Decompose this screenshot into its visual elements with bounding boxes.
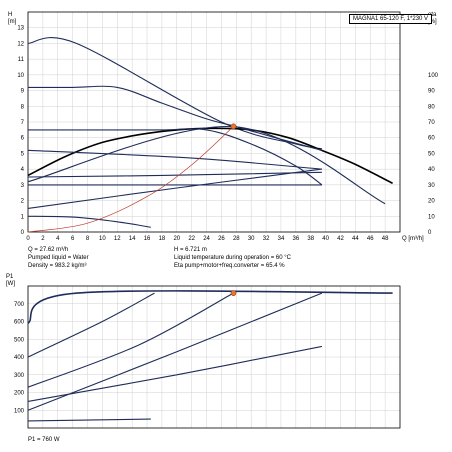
power-curve-curve [27, 418, 151, 422]
top-x-tick-label: 16 [144, 236, 151, 242]
head-readout: H = 6.721 m [174, 247, 207, 253]
bottom-y-tick-label: 300 [14, 373, 25, 379]
top-x-tick-label: 40 [322, 236, 329, 242]
bottom-y-axis-label: P1 [6, 274, 14, 280]
top-x-tick-label: 26 [218, 236, 225, 242]
top-x-tick-label: 0 [26, 236, 30, 242]
head-curve-qh-const [27, 149, 322, 170]
top-y2-tick-label: 10 [428, 214, 435, 220]
top-y2-tick-label: 40 [428, 167, 435, 173]
bottom-y-axis-unit: [W] [6, 281, 15, 287]
bottom-duty-point [230, 290, 237, 296]
power-curve-curve [27, 292, 234, 388]
bottom-y-tick-label: 200 [14, 391, 25, 397]
top-x-tick-label: 38 [307, 236, 314, 242]
top-y2-axis-unit: [%] [428, 19, 437, 25]
top-y-axis-label: H [8, 12, 12, 18]
top-y-tick-label: 7 [21, 120, 25, 126]
top-x-tick-label: 20 [173, 236, 180, 242]
head-curve-qh-bold [27, 127, 393, 185]
power-curve-curve [27, 292, 155, 358]
power-curve-max [27, 290, 393, 324]
top-x-tick-label: 32 [263, 236, 270, 242]
top-duty-point [230, 123, 237, 130]
top-x-tick-label: 14 [129, 236, 136, 242]
bottom-y-tick-label: 400 [14, 355, 25, 361]
top-y-tick-label: 6 [21, 136, 25, 142]
top-x-tick-label: 18 [159, 236, 166, 242]
top-y2-tick-label: 0 [428, 230, 432, 236]
duty-info-left: Q = 27.62 m³/h Pumped liquid = Water Den… [28, 246, 89, 270]
power-readout: P1 = 760 W [28, 437, 60, 443]
bottom-y-tick-label: 500 [14, 337, 25, 343]
top-y2-tick-label: 30 [428, 183, 435, 189]
head-curve-qh-small [27, 215, 151, 228]
top-y2-tick-label: 50 [428, 151, 435, 157]
top-y-tick-label: 1 [21, 214, 25, 220]
top-y2-tick-label: 80 [428, 104, 435, 110]
top-y-tick-label: 12 [17, 41, 24, 47]
top-y-tick-label: 13 [17, 26, 24, 32]
head-curve-qh-low [28, 128, 323, 186]
top-y2-tick-label: 90 [428, 89, 435, 95]
top-x-tick-label: 44 [352, 236, 359, 242]
density-readout: Density = 983.2 kg/m³ [28, 263, 87, 269]
head-curve-qh-prop [27, 168, 322, 209]
top-y-tick-label: 0 [21, 230, 25, 236]
top-x-tick-label: 6 [71, 236, 75, 242]
top-y-tick-label: 4 [21, 167, 25, 173]
liquid-temperature: Liquid temperature during operation = 60… [174, 255, 291, 261]
top-x-tick-label: 10 [99, 236, 106, 242]
top-y-tick-label: 9 [21, 89, 25, 95]
top-x-tick-label: 42 [337, 236, 344, 242]
top-x-tick-label: 22 [188, 236, 195, 242]
top-y2-tick-label: 100 [428, 73, 439, 79]
top-x-tick-label: 12 [114, 236, 121, 242]
duty-info-right: H = 6.721 m Liquid temperature during op… [174, 246, 291, 270]
top-x-tick-label: 8 [86, 236, 90, 242]
top-x-tick-label: 34 [278, 236, 285, 242]
top-x-tick-label: 28 [233, 236, 240, 242]
flow-readout: Q = 27.62 m³/h [28, 247, 69, 253]
power-curve-curve [27, 292, 323, 411]
top-y2-axis-label: eta [428, 12, 437, 18]
top-x-tick-label: 30 [248, 236, 255, 242]
top-y2-tick-label: 60 [428, 136, 435, 142]
top-y-tick-label: 10 [17, 73, 24, 79]
top-x-tick-label: 4 [56, 236, 60, 242]
top-y-tick-label: 2 [21, 199, 25, 205]
bottom-y-tick-label: 100 [14, 408, 25, 414]
top-plot-frame [27, 11, 401, 233]
top-y-tick-label: 5 [21, 151, 25, 157]
top-y2-tick-label: 70 [428, 120, 435, 126]
pump-model-note: MAGNA1 65-120 F, 1*230 V [349, 14, 433, 24]
bottom-y-tick-label: 700 [14, 302, 25, 308]
top-y-tick-label: 8 [21, 104, 25, 110]
top-x-tick-label: 36 [292, 236, 299, 242]
efficiency-readout: Eta pump+motor+freq.converter = 65.4 % [174, 263, 285, 269]
top-x-axis-label: Q [m³/h] [402, 236, 424, 242]
head-curve-system [27, 126, 234, 233]
head-curve-qh-max [27, 37, 322, 150]
bottom-y-tick-label: 600 [14, 320, 25, 326]
top-x-tick-label: 48 [382, 236, 389, 242]
pumped-liquid: Pumped liquid = Water [28, 255, 89, 261]
top-x-tick-label: 24 [203, 236, 210, 242]
top-y2-tick-label: 20 [428, 199, 435, 205]
head-curve-qh-const [27, 171, 322, 178]
top-x-tick-label: 2 [41, 236, 45, 242]
top-x-tick-label: 46 [367, 236, 374, 242]
top-y-axis-unit: [m] [8, 19, 17, 25]
top-y-tick-label: 11 [18, 57, 25, 63]
power-curve-curve [27, 345, 323, 402]
top-y-tick-label: 3 [21, 183, 25, 189]
